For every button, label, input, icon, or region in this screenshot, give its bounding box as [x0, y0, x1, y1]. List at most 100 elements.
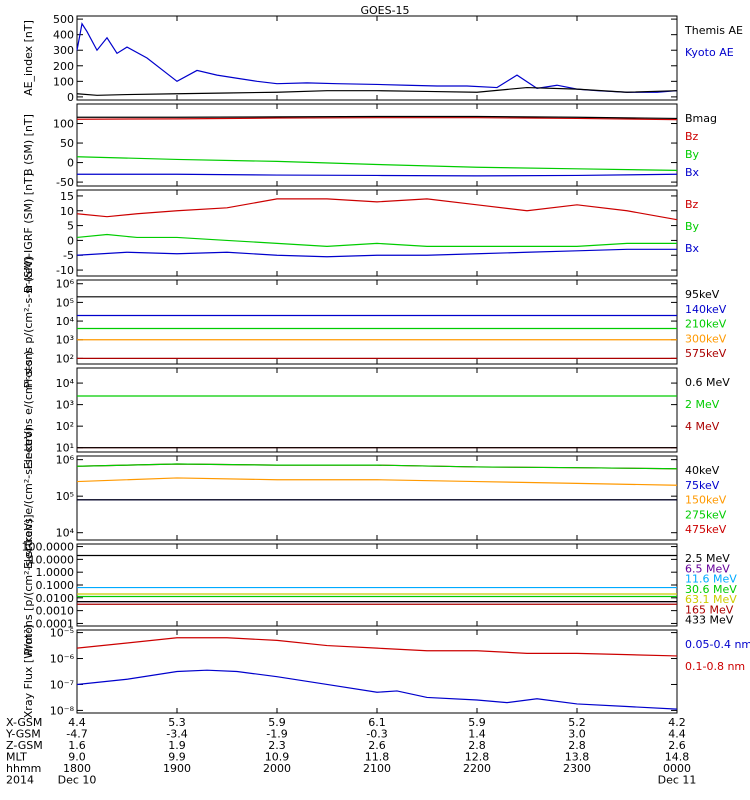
panel-frame	[76, 279, 678, 365]
footer-value: Dec 11	[658, 774, 697, 787]
y-tick-label: 15	[60, 190, 74, 203]
y-tick-label: 1.0000	[36, 566, 75, 579]
footer-value: 3.0	[568, 728, 586, 741]
legend-entry: Bz	[685, 130, 699, 143]
legend-entry: 210keV	[685, 318, 727, 331]
legend-entry: 275keV	[685, 508, 727, 521]
legend-entry: 40keV	[685, 464, 720, 477]
series-line	[76, 233, 677, 247]
legend-entry: 300keV	[685, 332, 727, 345]
y-tick-label: -10	[56, 264, 74, 277]
footer-value: -4.7	[66, 728, 87, 741]
y-axis-label: Protons p/(cm²-s-sr-keV)	[22, 256, 35, 389]
legend-entry: 475keV	[685, 523, 727, 536]
footer-value: 6.1	[368, 716, 386, 729]
y-tick-label: 10¹	[56, 442, 74, 455]
legend-entry: 11.6 MeV	[685, 573, 737, 586]
series-line	[76, 637, 678, 657]
panel-frame	[76, 367, 678, 453]
legend-entry: 575keV	[685, 347, 727, 360]
legend-entry: Themis AE	[684, 24, 743, 37]
footer-row-label: MLT	[6, 751, 27, 764]
footer-value: 0000	[663, 762, 691, 775]
legend-entry: 433 MeV	[685, 614, 734, 627]
y-tick-label: 10³	[56, 334, 74, 347]
y-tick-label: 10	[60, 205, 74, 218]
footer-value: 10.9	[265, 751, 290, 764]
y-tick-label: 10²	[56, 352, 74, 365]
footer-value: 2200	[463, 762, 491, 775]
y-tick-label: 500	[53, 13, 74, 26]
y-tick-label: -50	[56, 176, 74, 189]
footer-row-label: Y-GSM	[5, 728, 41, 741]
y-tick-label: 400	[53, 29, 74, 42]
legend-entry: 75keV	[685, 479, 720, 492]
footer-value: 5.3	[168, 716, 186, 729]
y-tick-label: 0	[67, 234, 74, 247]
footer-value: -1.9	[266, 728, 287, 741]
y-axis-label: Xray Flux [W/m²]	[22, 625, 35, 718]
series-line	[76, 477, 678, 486]
y-tick-label: 0	[67, 91, 74, 104]
y-tick-label: 10³	[56, 399, 74, 412]
series-line	[76, 156, 678, 171]
legend-entry: 150keV	[685, 494, 727, 507]
legend-entry: 165 MeV	[685, 603, 734, 616]
y-tick-label: 0.0100	[36, 592, 75, 605]
series-line	[77, 115, 678, 120]
footer-value: 2100	[363, 762, 391, 775]
y-tick-label: 10⁻⁷	[50, 678, 74, 691]
y-tick-label: 10⁴	[56, 377, 75, 390]
y-tick-label: -5	[63, 249, 74, 262]
footer-value: 12.8	[465, 751, 490, 764]
footer-value: 1.4	[468, 728, 486, 741]
legend-entry: Bmag	[685, 112, 717, 125]
panel-frame	[76, 455, 678, 541]
y-tick-label: 100	[53, 75, 74, 88]
footer-value: 14.8	[665, 751, 690, 764]
panel-frame	[76, 15, 678, 101]
series-line	[76, 198, 678, 221]
footer-value: 4.4	[68, 716, 86, 729]
y-axis-label: AE_index [nT]	[22, 20, 35, 96]
y-tick-label: 10⁶	[56, 454, 75, 467]
y-axis-label: Electrons e/(cm²-s-sr-keV)	[22, 427, 35, 569]
footer-value: 5.2	[568, 716, 586, 729]
series-line	[76, 463, 678, 470]
footer-value: 1.9	[168, 739, 186, 752]
y-tick-label: 10⁶	[56, 278, 75, 291]
footer-value: -3.4	[166, 728, 187, 741]
legend-entry: 0.05-0.4 nm	[685, 638, 750, 651]
legend-entry: Kyoto AE	[685, 46, 734, 59]
legend-entry: Bx	[685, 166, 700, 179]
footer-value: 13.8	[565, 751, 590, 764]
footer-value: 2.3	[268, 739, 286, 752]
legend-entry: By	[685, 220, 700, 233]
footer-row-label: hhmm	[6, 762, 41, 775]
y-tick-label: 200	[53, 60, 74, 73]
footer-value: 2.8	[468, 739, 486, 752]
legend-entry: 95keV	[685, 288, 720, 301]
y-axis-label: B (SM) [nT]	[22, 114, 35, 176]
footer-row-label: X-GSM	[6, 716, 42, 729]
legend-entry: 6.5 MeV	[685, 562, 730, 575]
plot-title: GOES-15	[360, 4, 409, 17]
legend-entry: Bx	[685, 242, 700, 255]
y-tick-label: 300	[53, 44, 74, 57]
y-tick-label: 50	[60, 137, 74, 150]
panel-frame	[76, 189, 678, 277]
legend-entry: 0.6 MeV	[685, 376, 730, 389]
legend-entry: 2.5 MeV	[685, 552, 730, 565]
y-tick-label: 10⁴	[56, 527, 75, 540]
legend-entry: Bz	[685, 198, 699, 211]
footer-value: 4.2	[668, 716, 686, 729]
footer-row-label: Z-GSM	[6, 739, 43, 752]
y-tick-label: 100	[53, 118, 74, 131]
y-tick-label: 10.0000	[29, 553, 75, 566]
y-tick-label: 0.0010	[36, 605, 75, 618]
footer-value: 2.8	[568, 739, 586, 752]
footer-value: 9.0	[68, 751, 86, 764]
legend-entry: 140keV	[685, 303, 727, 316]
series-line	[77, 173, 678, 177]
